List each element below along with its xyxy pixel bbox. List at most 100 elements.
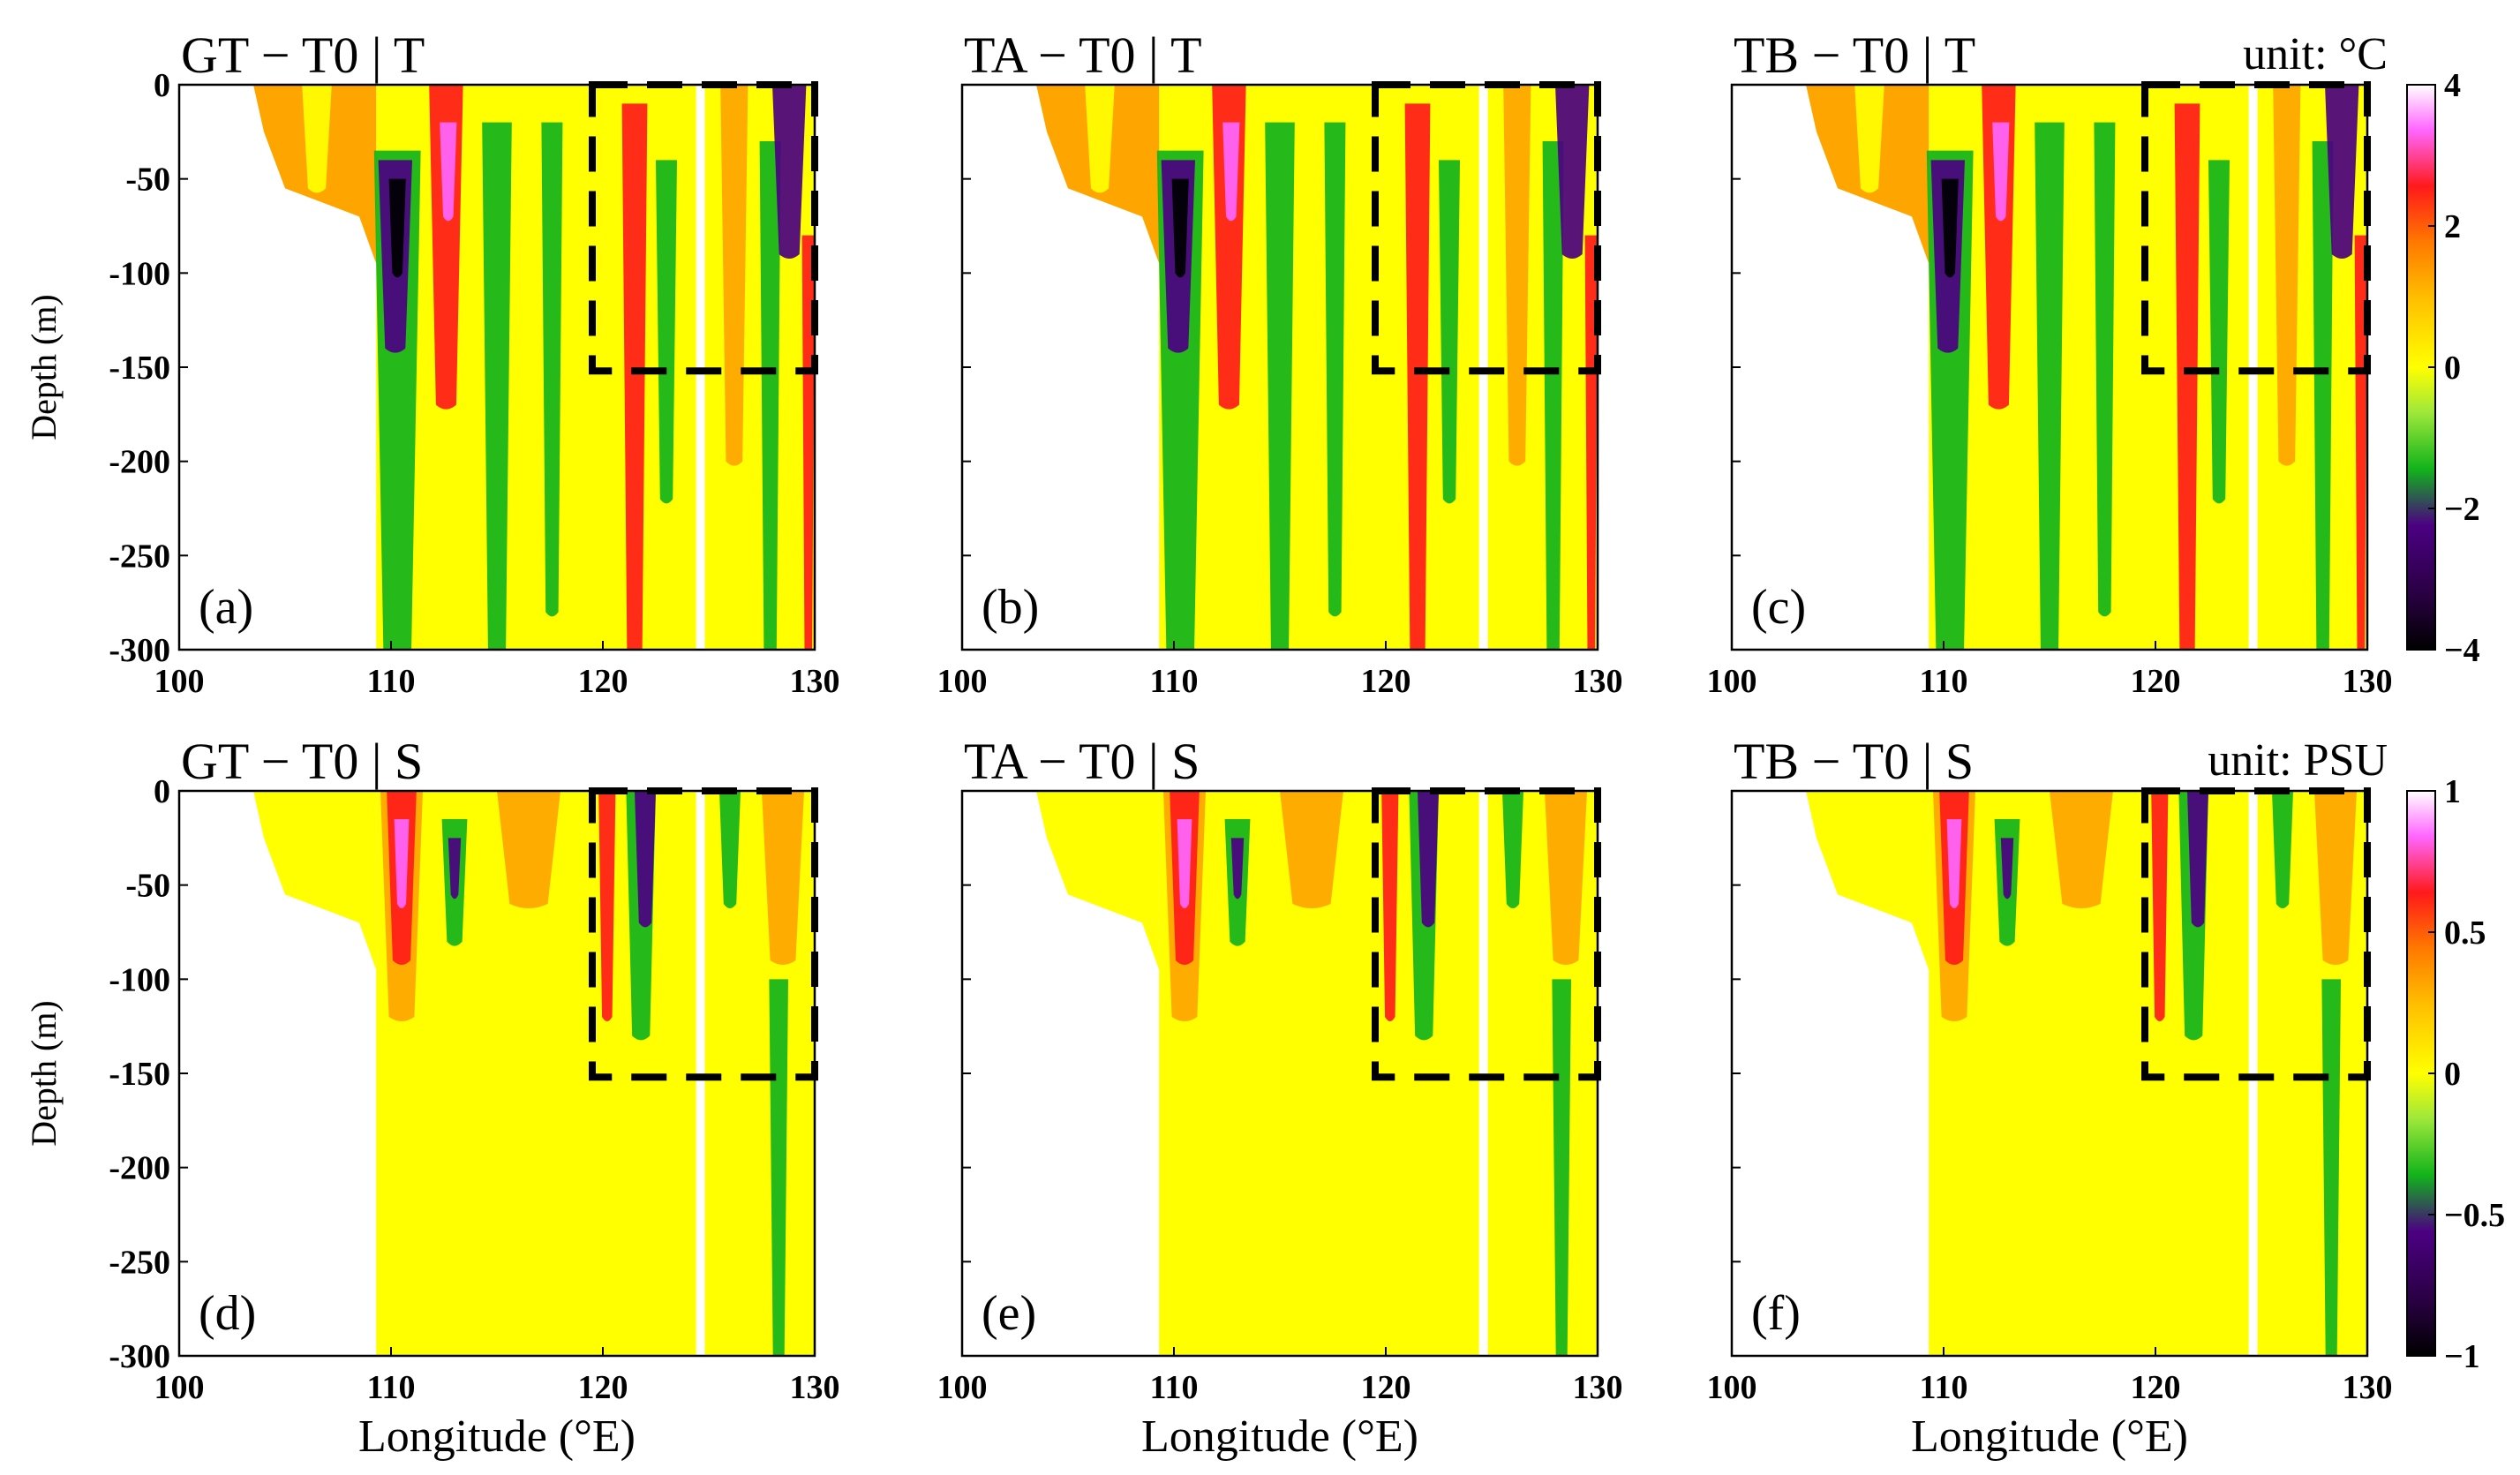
y-tick-label: -50 [125,162,170,199]
x-tick-label: 130 [790,663,840,700]
panel-d: 100 110 120 130 0 -50 -100 -150 -200 -250 -300 GT −… [24,733,840,1462]
x-axis-label: Longitude (°E) [358,1411,636,1462]
panel-label: (d) [199,1286,256,1341]
anomaly-band [1230,838,1245,899]
anomaly-band [1584,235,1598,650]
anomaly-band [1085,85,1115,193]
anomaly-band [1265,122,1295,650]
colorbar-tick-label: 1 [2444,773,2461,810]
anomaly-band [1418,791,1439,928]
x-tick-label: 130 [1573,1369,1623,1406]
x-tick-label: 120 [1361,663,1411,700]
panel-label: (f) [1751,1286,1801,1341]
y-tick-label: -250 [109,1244,170,1281]
heatmap-field [1806,791,2367,1356]
highlight-box [2141,81,2371,375]
colorbar-tick-label: −1 [2444,1338,2480,1375]
anomaly-band [2035,122,2065,650]
x-tick-label: 120 [2131,663,2181,700]
anomaly-band [2050,791,2113,908]
panel-f: 100 110 120 130 TB − T0 | S (f) Longitude (°E) [1707,733,2393,1462]
panel-e: 100 110 120 130 TA − T0 | S (e) Longitude (°E) [937,733,1623,1462]
x-tick-label: 130 [790,1369,840,1406]
anomaly-band [598,791,616,1021]
x-tick-label: 100 [937,1369,988,1406]
x-tick-label: 130 [2343,1369,2393,1406]
anomaly-band [2321,979,2341,1356]
highlight-box [1372,787,1601,1081]
x-tick-label: 110 [1920,1369,1968,1406]
panel-title: TA − T0 | T [964,26,1202,84]
unit-label: unit: °C [2243,29,2388,79]
x-axis-label: Longitude (°E) [1141,1411,1418,1462]
x-tick-label: 110 [367,663,416,700]
panel-c: 100 110 120 130 TB − T0 | T (c) [1707,26,2393,700]
anomaly-band [1555,85,1590,259]
colorbar-tick-label: 0.5 [2444,914,2486,952]
anomaly-band [497,791,560,908]
data-gap [2248,791,2258,1356]
anomaly-band [1552,979,1571,1356]
data-gap [696,791,705,1356]
anomaly-band [762,791,804,965]
colorbar-tick-label: −0.5 [2444,1197,2505,1234]
highlight-box [1372,81,1601,375]
unit-label: unit: PSU [2208,735,2388,786]
anomaly-band [719,791,741,908]
anomaly-band [448,838,462,899]
anomaly-band [2000,838,2014,899]
panel-title: GT − T0 | S [181,733,423,790]
heatmap-field [1806,85,2367,650]
x-tick-label: 100 [154,663,205,700]
y-tick-label: 0 [154,773,170,810]
anomaly-band [2151,791,2169,1021]
y-tick-label: -150 [109,350,170,387]
y-tick-label: 0 [154,67,170,104]
y-tick-label: -300 [109,1338,170,1375]
colorbar-tick-label: 0 [2444,1056,2461,1093]
anomaly-band [621,103,648,650]
data-gap [2248,85,2258,650]
data-gap [696,85,705,650]
panel-label: (a) [199,580,253,635]
x-tick-label: 100 [1707,1369,1757,1406]
y-tick-label: -50 [125,868,170,905]
panel-b: 100 110 120 130 TA − T0 | T (b) [937,26,1623,700]
colorbar-tick-label: 4 [2444,67,2461,104]
anomaly-band [1941,178,1959,278]
anomaly-band [394,819,410,908]
anomaly-band [541,122,563,617]
anomaly-band [759,141,781,650]
anomaly-band [388,178,406,278]
anomaly-band [2187,791,2208,928]
x-tick-label: 130 [2343,663,2393,700]
heatmap-field [1036,85,1598,650]
y-tick-label: -200 [109,1150,170,1187]
panel-label: (c) [1751,580,1806,635]
x-tick-label: 100 [1707,663,1757,700]
anomaly-band [2208,160,2230,504]
heatmap-field [253,85,815,650]
y-tick-label: -250 [109,538,170,575]
anomaly-band [2314,791,2357,965]
anomaly-band [656,160,677,504]
x-tick-label: 110 [1150,663,1199,700]
panel-title: TB − T0 | S [1734,733,1974,790]
anomaly-band [1324,122,1346,617]
anomaly-band [635,791,656,928]
y-axis-label: Depth (m) [24,294,64,440]
y-axis-label: Depth (m) [24,1000,64,1147]
anomaly-band [1545,791,1587,965]
anomaly-band [1381,791,1399,1021]
anomaly-band [1946,819,1962,908]
anomaly-band [1854,85,1884,193]
anomaly-band [440,122,457,222]
y-tick-label: -100 [109,255,170,292]
x-tick-label: 100 [937,663,988,700]
x-tick-label: 130 [1573,663,1623,700]
x-axis-label: Longitude (°E) [1911,1411,2188,1462]
panel-label: (e) [982,1286,1036,1341]
anomaly-band [1502,791,1523,908]
panel-label: (b) [982,580,1039,635]
